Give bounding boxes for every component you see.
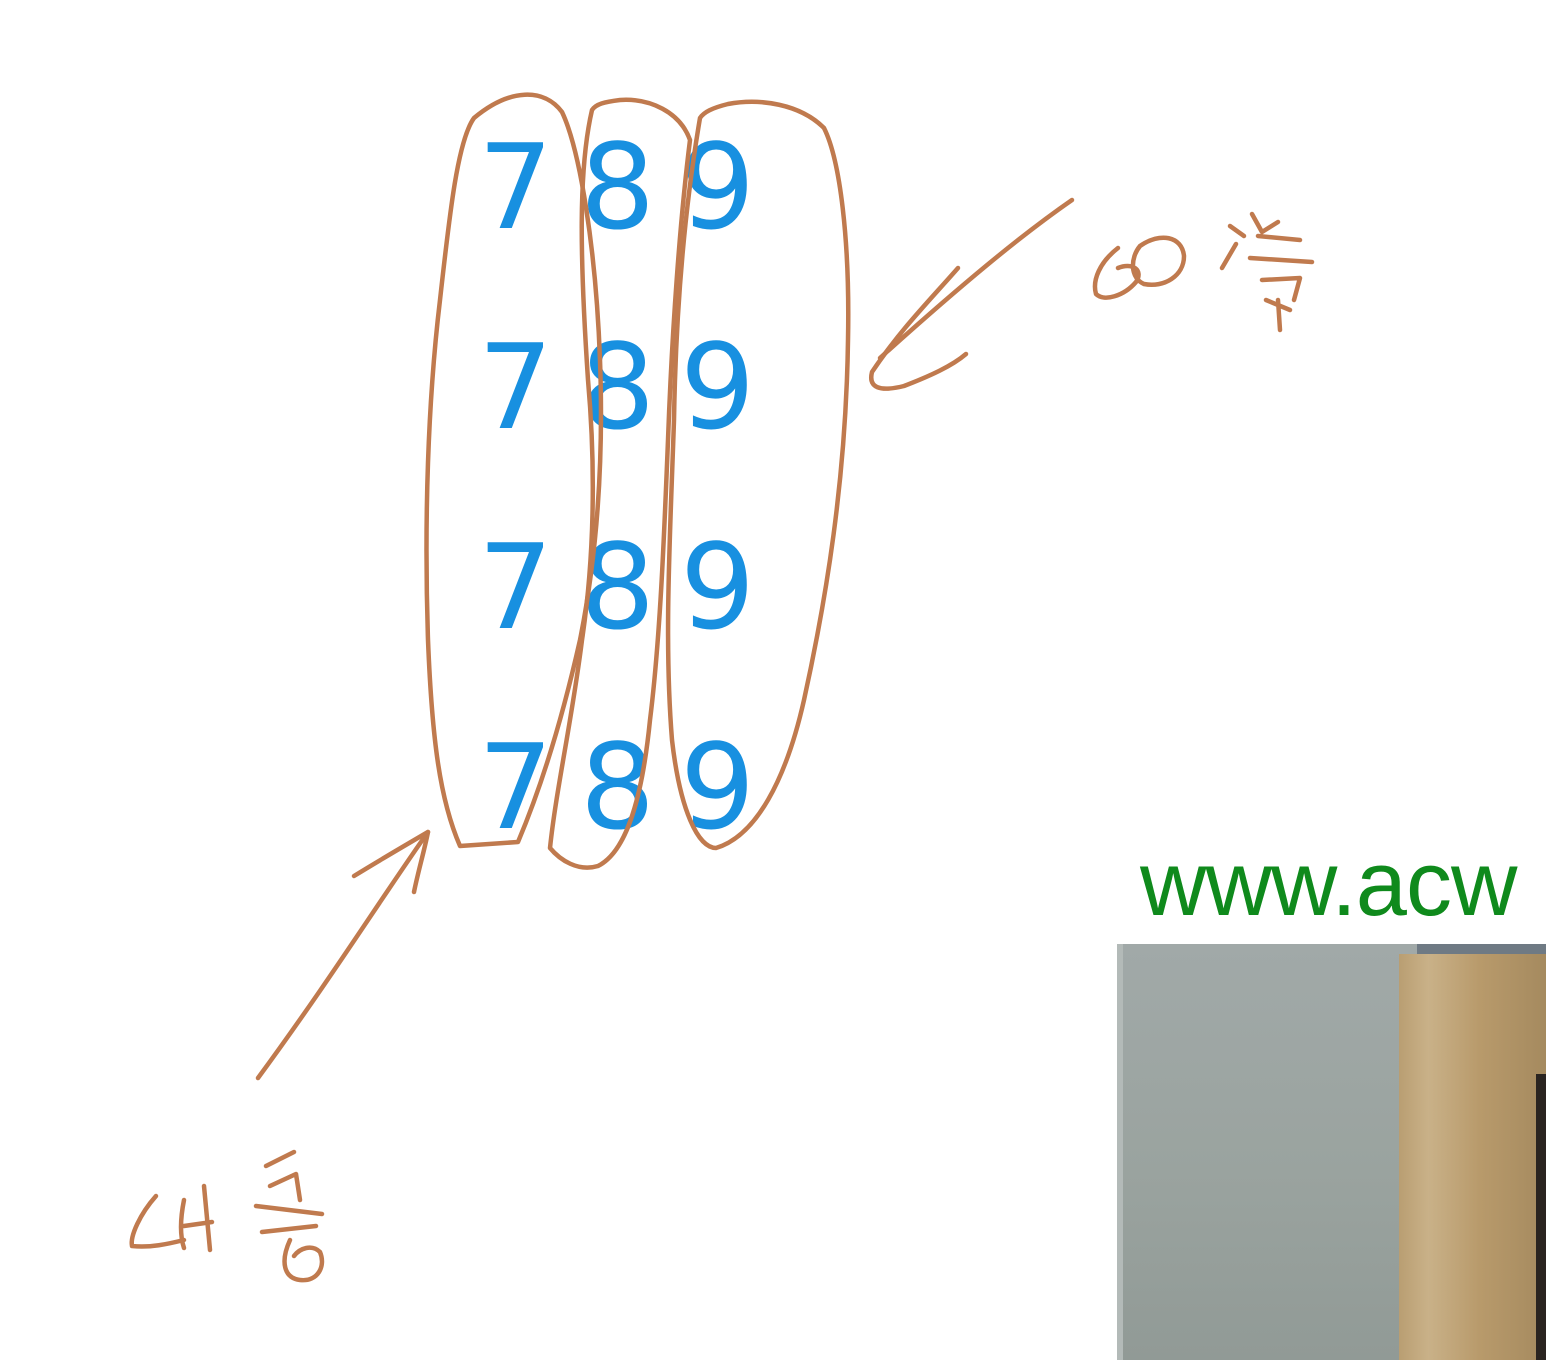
note-64-six bbox=[129, 1193, 187, 1249]
arrow-top-right-head bbox=[869, 265, 969, 391]
digit-r1-c3: 9 bbox=[680, 118, 756, 256]
webcam-feed bbox=[1117, 944, 1546, 1360]
loop-column-2 bbox=[547, 97, 693, 870]
digit-r2-c1: 7 bbox=[478, 318, 554, 456]
digit-r4-c2: 8 bbox=[580, 718, 656, 856]
watermark-url: www.acw bbox=[1140, 833, 1517, 935]
digit-r1-c1: 7 bbox=[478, 118, 554, 256]
arrow-bottom-left-head bbox=[351, 829, 431, 895]
digit-r1-c2: 8 bbox=[580, 118, 656, 256]
digit-r3-c1: 7 bbox=[478, 518, 554, 656]
loop-column-3 bbox=[665, 99, 851, 851]
arrow-bottom-left-shaft bbox=[255, 829, 431, 1081]
digit-r2-c3: 9 bbox=[680, 318, 756, 456]
note-hao-left bbox=[253, 1149, 325, 1283]
webcam-shadow bbox=[1536, 1074, 1546, 1360]
loop-column-1 bbox=[424, 92, 604, 849]
webcam-door bbox=[1399, 954, 1546, 1360]
webcam-wall bbox=[1117, 944, 1123, 1360]
note-hao-right bbox=[1219, 211, 1315, 333]
note-60-zero bbox=[1130, 235, 1187, 288]
note-64-four bbox=[178, 1183, 215, 1253]
digit-r3-c3: 9 bbox=[680, 518, 756, 656]
arrow-top-right-shaft bbox=[877, 197, 1075, 361]
